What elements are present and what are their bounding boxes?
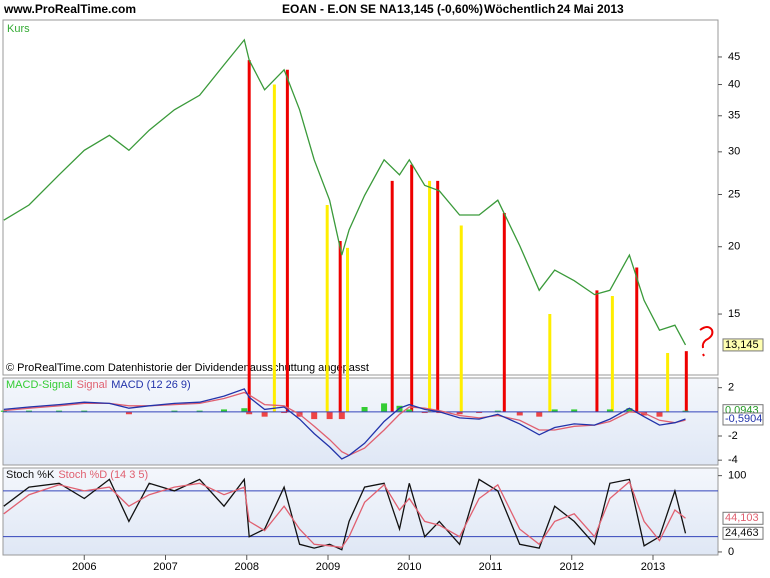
histogram-bar xyxy=(421,411,428,414)
histogram-bar xyxy=(406,409,413,412)
histogram-bar xyxy=(311,411,318,420)
histogram-bar xyxy=(381,403,388,412)
series-line xyxy=(3,477,687,551)
histogram-bar xyxy=(0,410,7,412)
period: Wöchentlich xyxy=(484,2,555,16)
histogram-bar xyxy=(626,408,633,412)
y-tick-label: 25 xyxy=(728,188,740,200)
legend-entry: Stoch %K xyxy=(6,469,55,481)
histogram-bar xyxy=(476,411,483,414)
last-value-label: 24,463 xyxy=(725,527,759,539)
legend-entry: MACD-Signal xyxy=(6,379,73,391)
note: © ProRealTime.com Datenhistorie der Divi… xyxy=(6,362,369,374)
y-tick-label: 100 xyxy=(728,470,746,482)
price-panel xyxy=(2,19,719,376)
y-tick-label: 0 xyxy=(728,546,734,558)
y-tick-label: 15 xyxy=(728,308,740,320)
last-value-box xyxy=(722,526,764,540)
histogram-bar xyxy=(338,411,345,420)
last-value-label: 13,145 xyxy=(725,339,759,351)
site: www.ProRealTime.com xyxy=(3,2,136,16)
histogram-bar xyxy=(571,409,578,412)
histogram-bar xyxy=(125,411,132,415)
last-value-box xyxy=(722,412,764,426)
series-line xyxy=(3,480,686,549)
histogram-bar xyxy=(682,410,689,412)
series-line xyxy=(3,388,686,460)
date: 24 Mai 2013 xyxy=(557,2,624,16)
histogram-bar xyxy=(56,410,63,412)
y-tick-label: 35 xyxy=(728,110,740,122)
histogram-bar xyxy=(281,411,288,414)
histogram-bar xyxy=(196,410,203,412)
legend-entry: MACD (12 26 9) xyxy=(111,379,190,391)
last-value-box xyxy=(722,511,764,525)
y-tick-label: 2 xyxy=(728,382,734,394)
histogram-bar xyxy=(494,410,501,412)
histogram-bar xyxy=(221,409,227,412)
histogram-bar xyxy=(241,408,248,412)
panel-title: Kurs xyxy=(7,23,30,35)
histogram-bar xyxy=(361,407,368,412)
histogram-bar xyxy=(606,409,613,412)
x-tick-label: 2010 xyxy=(397,561,421,573)
x-tick-label: 2008 xyxy=(235,561,259,573)
y-tick-label: 20 xyxy=(728,241,740,253)
legend-entry: Signal xyxy=(77,379,108,391)
histogram-bar xyxy=(246,411,253,415)
x-tick-label: 2009 xyxy=(316,561,340,573)
histogram-bar xyxy=(26,410,32,412)
y-tick-label: 30 xyxy=(728,146,740,158)
x-tick-label: 2013 xyxy=(641,561,665,573)
x-tick-label: 2012 xyxy=(560,561,584,573)
histogram-bar xyxy=(551,409,558,412)
histogram-bar xyxy=(656,411,663,417)
last-value-box xyxy=(722,338,764,352)
quote: 13,145 (-0,60%) xyxy=(397,2,483,16)
series-line xyxy=(3,38,687,346)
histogram-bar xyxy=(516,411,523,416)
x-tick-label: 2011 xyxy=(479,561,503,573)
last-value-label: 44,103 xyxy=(725,512,759,524)
y-tick-label: -2 xyxy=(728,430,738,442)
legend-entry: Stoch %D (14 3 5) xyxy=(58,469,148,481)
x-tick-label: 2007 xyxy=(153,561,177,573)
histogram-bar xyxy=(536,411,543,417)
histogram-bar xyxy=(171,410,178,412)
histogram-bar xyxy=(81,410,88,412)
question-mark xyxy=(699,326,714,357)
x-tick-label: 2006 xyxy=(72,561,96,573)
y-tick-label: 45 xyxy=(728,51,740,63)
last-value-label: -0,5904 xyxy=(725,413,762,425)
histogram-bar xyxy=(456,411,463,415)
y-tick-label: -4 xyxy=(728,454,738,466)
y-tick-label: 40 xyxy=(728,78,740,90)
symbol: EOAN - E.ON SE NA xyxy=(282,2,397,16)
histogram-bar xyxy=(261,411,268,417)
histogram-bar xyxy=(326,411,333,420)
